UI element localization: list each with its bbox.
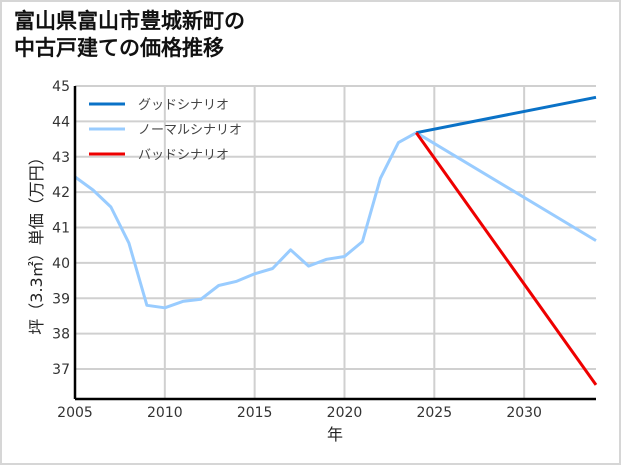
x-tick-label: 2025 xyxy=(416,405,452,421)
y-tick-label: 39 xyxy=(52,291,70,307)
x-axis-label: 年 xyxy=(327,425,343,444)
y-tick-label: 37 xyxy=(52,362,70,378)
y-tick-label: 43 xyxy=(52,150,70,166)
x-tick-label: 2005 xyxy=(57,405,93,421)
y-axis-label: 坪（3.3㎡）単価（万円） xyxy=(27,149,46,334)
legend-label-2: バッドシナリオ xyxy=(138,148,229,163)
y-tick-label: 38 xyxy=(52,327,70,343)
x-tick-label: 2015 xyxy=(237,405,273,421)
chart-title: 富山県富山市豊城新町の 中古戸建ての価格推移 xyxy=(14,9,245,60)
grid-lines xyxy=(74,85,596,399)
legend-label-0: グッドシナリオ xyxy=(138,98,229,113)
x-tick-label: 2010 xyxy=(147,405,183,421)
y-tick-label: 42 xyxy=(52,185,70,201)
legend-label-1: ノーマルシナリオ xyxy=(138,123,242,138)
series-line-0 xyxy=(416,95,597,135)
series-line-2 xyxy=(415,131,598,386)
y-tick-label: 40 xyxy=(52,256,70,272)
y-tick-label: 41 xyxy=(52,221,70,237)
tick-labels: 37 38 39 40 41 42 43 44 45 2005 2010 2015 2020 2025 20… xyxy=(52,79,542,421)
axes xyxy=(73,86,596,401)
x-tick-label: 2020 xyxy=(327,405,363,421)
y-tick-label: 45 xyxy=(52,79,70,95)
y-tick-label: 44 xyxy=(52,114,70,130)
x-tick-label: 2030 xyxy=(506,405,542,421)
series-line-1 xyxy=(74,131,597,310)
data-series xyxy=(74,95,598,386)
